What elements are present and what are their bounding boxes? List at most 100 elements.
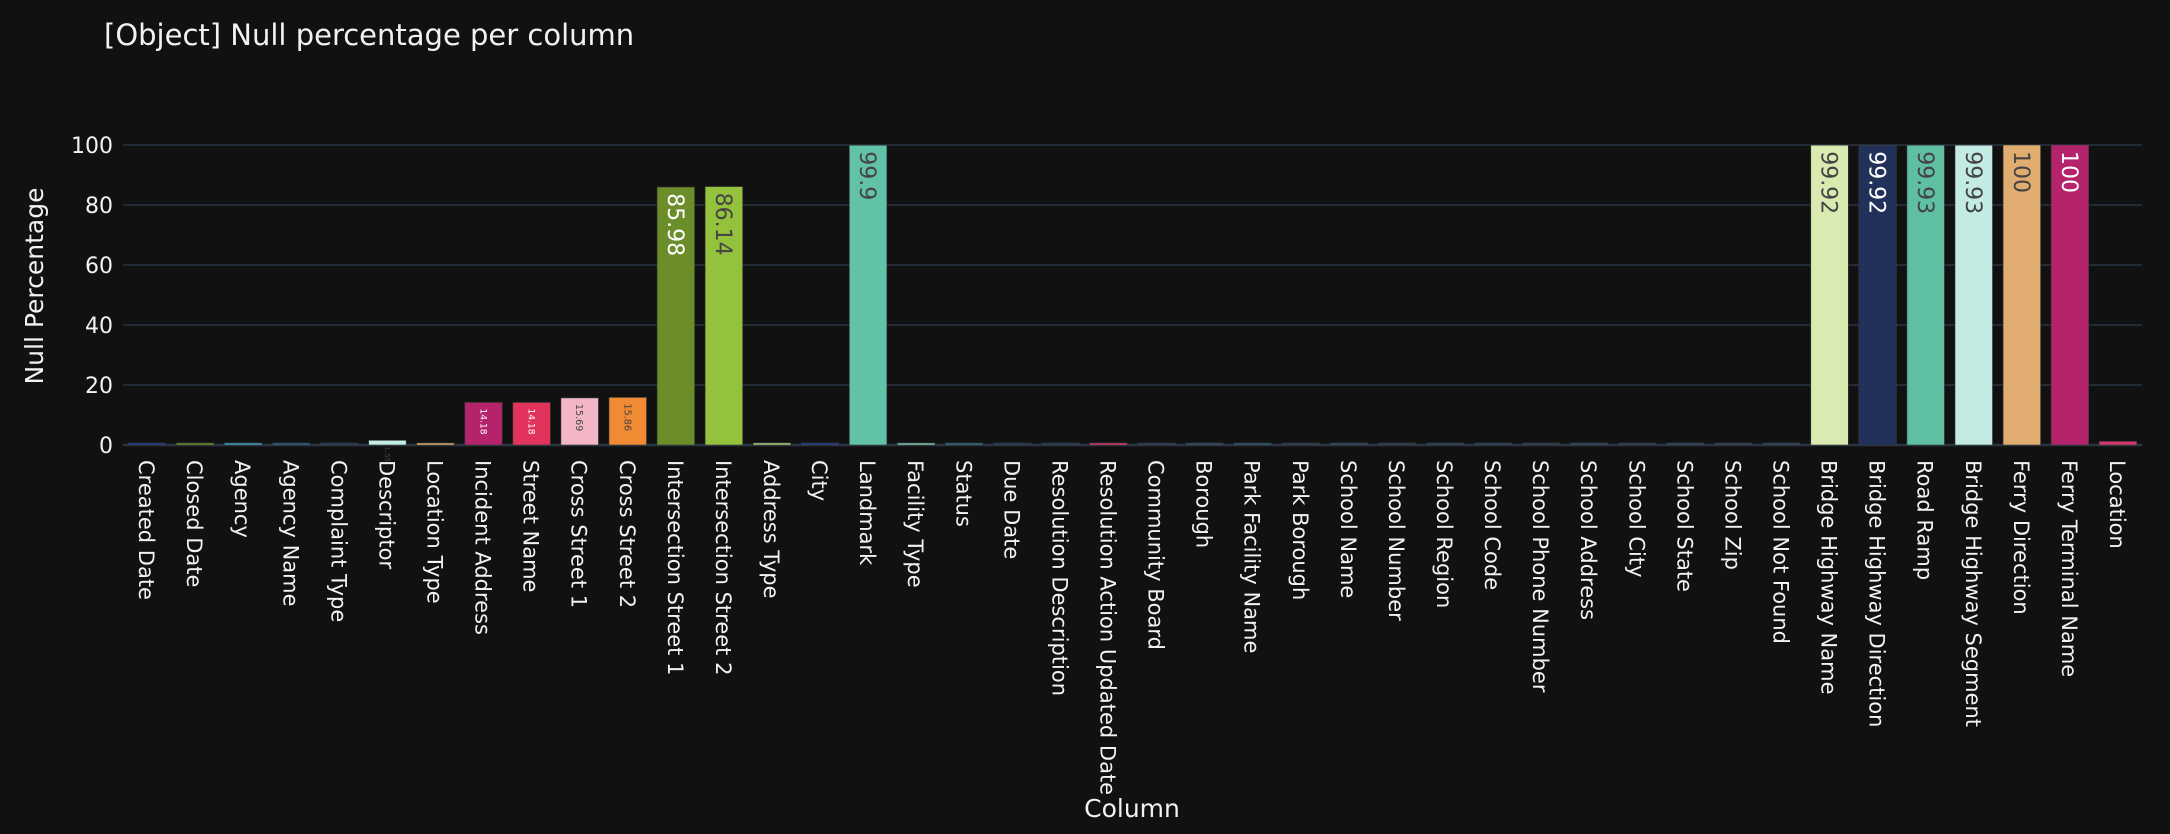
bar [1089, 442, 1128, 446]
bar [945, 442, 984, 446]
x-tick-label: Bridge Highway Direction [1865, 460, 1889, 727]
y-axis-ticks: 0 20 40 60 80 100 [71, 134, 113, 459]
data-labels: 1.55 14.18 14.18 15.69 15.86 85.98 86.14 99.9 99… [383, 151, 2081, 462]
y-tick-label: 100 [71, 134, 113, 159]
x-tick-label: Bridge Highway Name [1817, 460, 1841, 695]
bar [1377, 442, 1416, 446]
x-tick-label: Address Type [759, 460, 783, 599]
bar [2050, 144, 2089, 446]
data-label: 100 [2056, 151, 2081, 193]
x-axis-title: Column [1084, 794, 1180, 823]
x-tick-label: Park Borough [1288, 460, 1312, 600]
x-tick-label: Ferry Terminal Name [2057, 460, 2081, 677]
bar [224, 442, 263, 446]
y-axis-title: Null Percentage [20, 187, 49, 384]
bar [993, 442, 1032, 446]
gridlines [123, 144, 2142, 447]
x-tick-label: Ferry Direction [2009, 460, 2033, 615]
x-tick-label: Incident Address [471, 460, 495, 635]
bar [800, 442, 840, 446]
x-tick-label: School City [1624, 460, 1648, 578]
bar [1041, 442, 1080, 446]
bar [1185, 442, 1224, 446]
x-axis-ticks: Created Date Closed Date Agency Agency Name… [134, 460, 2129, 795]
bar [512, 402, 551, 446]
data-label: 15.69 [573, 404, 584, 431]
x-tick-label: School Not Found [1769, 460, 1793, 644]
x-tick-label: Location [2105, 460, 2129, 549]
x-tick-label: Agency Name [278, 460, 302, 607]
x-tick-label: School Phone Number [1528, 460, 1552, 693]
data-label: 99.9 [854, 151, 879, 200]
data-label: 14.18 [525, 409, 535, 435]
x-tick-label: Intersection Street 2 [711, 460, 735, 675]
bar [1425, 442, 1465, 446]
bar [176, 442, 215, 446]
bar [752, 442, 792, 446]
x-tick-label: Street Name [519, 460, 543, 592]
bar [1954, 144, 1993, 446]
bar [1762, 442, 1801, 446]
bar [368, 440, 407, 446]
bar [560, 397, 599, 446]
x-tick-label: Agency [230, 460, 254, 538]
bar [272, 442, 311, 446]
x-tick-label: Status [951, 460, 975, 527]
x-tick-label: Facility Type [903, 460, 927, 588]
bar [464, 402, 503, 446]
data-label: 99.92 [1864, 151, 1889, 214]
bar [1329, 442, 1368, 446]
bar [849, 145, 888, 446]
bars [127, 144, 2138, 446]
bar [1522, 442, 1561, 446]
x-tick-label: Borough [1192, 460, 1216, 548]
data-label: 100 [2008, 151, 2033, 193]
bar [2098, 441, 2138, 446]
bar [416, 442, 455, 446]
x-tick-label: Cross Street 2 [615, 460, 639, 608]
bar [1858, 144, 1897, 446]
x-tick-label: Descriptor [374, 460, 398, 569]
x-tick-label: School Name [1336, 460, 1360, 598]
bar [704, 186, 743, 446]
bar [897, 442, 936, 446]
data-label: 86.14 [710, 193, 735, 256]
bar [1618, 442, 1657, 446]
data-label: 85.98 [662, 193, 687, 256]
x-tick-label: Road Ramp [1913, 460, 1937, 580]
x-tick-label: Resolution Action Updated Date [1096, 460, 1120, 795]
bar [1137, 442, 1176, 446]
bar [1281, 442, 1320, 446]
y-tick-label: 40 [85, 314, 113, 339]
chart-title: [Object] Null percentage per column [104, 18, 634, 52]
x-tick-label: Location Type [423, 460, 447, 604]
x-tick-label: Cross Street 1 [567, 460, 591, 608]
x-tick-label: Resolution Description [1047, 460, 1071, 696]
data-label: 99.93 [1960, 151, 1985, 214]
x-tick-label: Intersection Street 1 [663, 460, 687, 675]
y-tick-label: 20 [85, 374, 113, 399]
bar [656, 186, 695, 446]
x-tick-label: School Region [1432, 460, 1456, 608]
x-tick-label: Complaint Type [326, 460, 350, 622]
bar [1666, 442, 1705, 446]
x-tick-label: Due Date [999, 460, 1023, 559]
bar [1714, 442, 1753, 446]
x-tick-label: School Address [1576, 460, 1600, 620]
x-tick-label: Park Facility Name [1240, 460, 1264, 653]
bar [320, 442, 359, 446]
bar [1233, 442, 1272, 446]
x-tick-label: Community Board [1144, 460, 1168, 650]
bar [127, 442, 167, 446]
data-label: 99.92 [1816, 151, 1841, 214]
data-label: 1.55 [383, 446, 391, 462]
bar [1473, 442, 1513, 446]
x-tick-label: School Number [1384, 460, 1408, 621]
x-tick-label: School State [1672, 460, 1696, 592]
x-tick-label: Bridge Highway Segment [1961, 460, 1985, 727]
x-tick-label: School Zip [1720, 460, 1744, 570]
data-label: 15.86 [621, 403, 632, 431]
x-tick-label: City [807, 460, 831, 501]
x-tick-label: Closed Date [182, 460, 206, 587]
